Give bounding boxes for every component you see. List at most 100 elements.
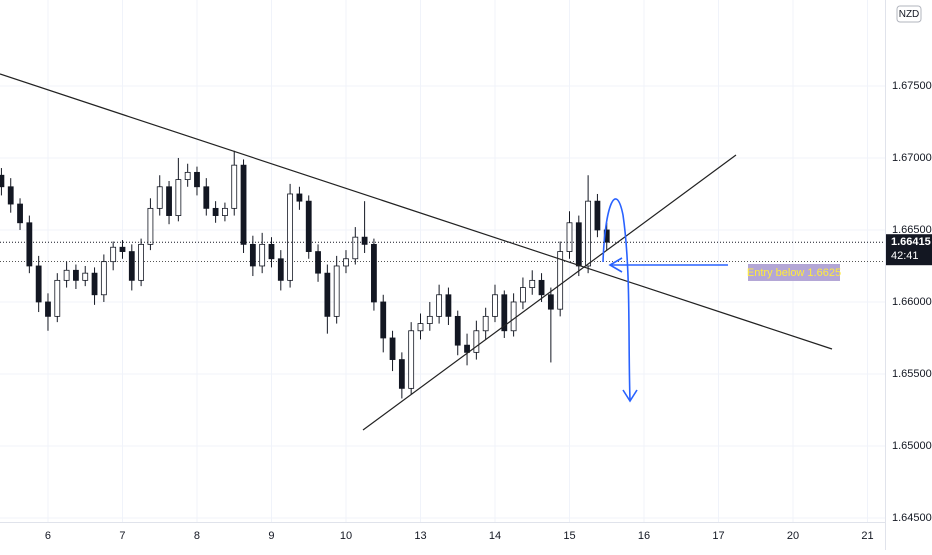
candle-body [482,315,489,332]
candle-body [538,279,545,296]
candle-body [361,236,368,245]
candle-body [473,330,480,353]
candle-body [63,269,70,281]
candle-body [454,315,461,346]
candle-body [566,222,573,252]
candle-body [156,186,163,209]
x-tick-label: 9 [268,530,274,542]
candle-body [510,301,517,332]
candle-body [408,330,415,389]
candle-body [54,279,61,317]
candle-body [380,301,387,339]
candle-body [501,294,508,332]
arrow-head [622,389,638,403]
candle-body [436,294,443,317]
y-tick-label: 1.64500 [892,512,932,524]
candle-body [128,251,135,281]
candle-body [73,269,79,281]
candle-body [287,193,294,281]
y-tick-label: 1.65500 [892,368,932,380]
forecast-arrow [602,198,728,403]
candle-body [147,207,154,245]
candle-body [333,265,340,317]
candle-body [575,222,582,267]
candle-body [100,261,107,296]
axes: 1.64500 1.65000 1.65500 1.66000 1.66500 1.670… [45,80,932,542]
countdown: 42:41 [891,250,919,262]
y-tick-label: 1.65000 [892,440,932,452]
y-tick-label: 1.67000 [892,152,932,164]
x-tick-label: 7 [119,530,125,542]
y-tick-label: 1.67500 [892,80,932,92]
candles [0,150,610,399]
x-tick-label: 13 [414,530,426,542]
currency: NZD [899,9,920,20]
annotation: Entry below 1.6625 [747,267,841,279]
candle-body [166,186,172,216]
currency-badge[interactable] [896,5,922,23]
last-price: 1.66415 [891,236,931,248]
candle-body [520,287,526,303]
candle-body [231,164,238,209]
annotation-box [748,264,840,281]
candle-body [492,294,498,317]
x-tick-label: 17 [712,530,724,542]
trend-line-up [362,154,737,431]
x-tick-label: 15 [563,530,575,542]
candle-body [7,186,14,205]
candle-body [398,359,405,389]
price-badge [886,234,932,266]
candle-body [0,174,5,188]
candle-body [175,179,182,216]
candle-body [17,203,23,224]
candle-body [119,246,126,252]
candle-body [26,222,33,267]
candle-body [305,200,312,252]
candle-body [110,246,117,263]
candle-body [389,337,396,360]
candle-body [259,243,266,267]
y-tick-label: 1.66500 [892,224,932,236]
candle-body [343,258,349,267]
x-tick-label: 10 [340,530,352,542]
x-tick-label: 14 [489,530,501,542]
candle-body [203,186,210,209]
x-tick-label: 16 [638,530,650,542]
candle-body [296,193,303,202]
candle-body [417,323,424,332]
x-tick-label: 20 [787,530,799,542]
candle-body [445,294,452,317]
curve-arrow [602,198,631,401]
candle-body [212,207,219,216]
candle-body [585,200,592,267]
candle-body [184,171,191,180]
candle-body [249,243,256,267]
candle-body [194,171,200,188]
candle-body [315,251,321,274]
candle-body [464,344,470,353]
candle-body [557,251,564,310]
x-tick-label: 6 [45,530,51,542]
candle-body [529,279,536,288]
trend-line-down [0,73,833,350]
candle-body [82,272,89,281]
candle-body [277,258,284,281]
y-tick-label: 1.66000 [892,296,932,308]
candle-body [222,207,228,216]
candle-body [324,272,331,317]
candle-body [138,243,145,281]
candle-body [594,200,601,231]
x-tick-label: 8 [194,530,200,542]
candle-body [268,243,275,260]
candle-body [45,301,51,317]
arrow-head [608,257,623,273]
candle-body [240,164,247,245]
candle-body [426,315,433,324]
candle-body [91,272,98,296]
candle-body [352,236,359,260]
x-tick-label: 21 [861,530,873,542]
candle-body [371,243,377,303]
candle-body [547,294,554,310]
candle-body [35,265,42,303]
